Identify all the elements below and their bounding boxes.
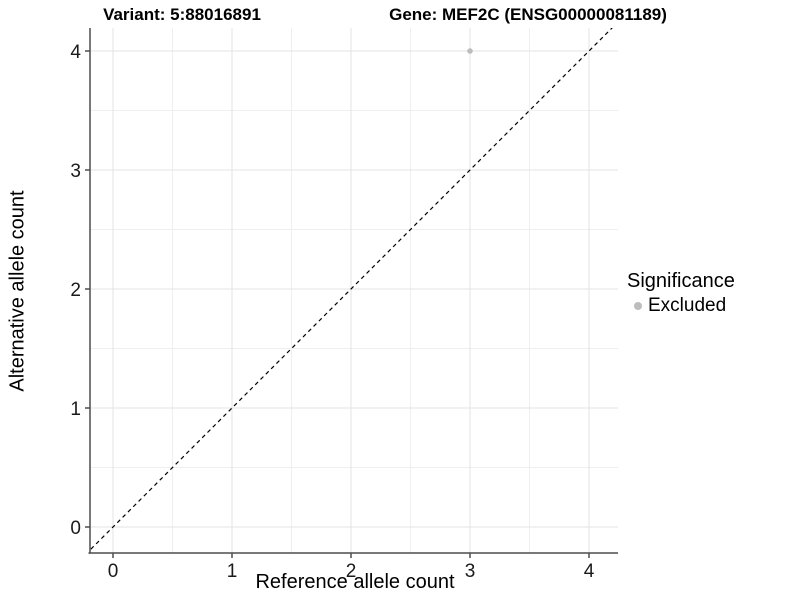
y-tick-label: 3 [70, 161, 81, 182]
x-axis-title: Reference allele count [255, 571, 455, 593]
y-tick-label: 2 [70, 280, 81, 301]
legend-item-excluded: Excluded [627, 295, 735, 317]
legend-point-icon [634, 302, 642, 310]
x-tick-label: 2 [346, 561, 357, 582]
identity-line [90, 28, 613, 551]
y-tick-label: 1 [70, 399, 81, 420]
legend-title: Significance [627, 270, 735, 292]
x-tick-label: 4 [584, 561, 595, 582]
x-tick-label: 0 [108, 561, 119, 582]
plot-title-variant: Variant: 5:88016891 [103, 5, 261, 24]
plot-title-gene: Gene: MEF2C (ENSG00000081189) [389, 5, 667, 24]
legend-item-label: Excluded [648, 295, 727, 316]
x-tick-label: 3 [465, 561, 476, 582]
x-tick-label: 1 [227, 561, 238, 582]
y-axis-title: Alternative allele count [6, 190, 29, 392]
panel-background [90, 28, 618, 553]
data-point [467, 48, 473, 54]
legend: Significance Excluded [627, 270, 735, 317]
y-tick-label: 0 [70, 518, 81, 539]
y-tick-label: 4 [70, 42, 81, 63]
